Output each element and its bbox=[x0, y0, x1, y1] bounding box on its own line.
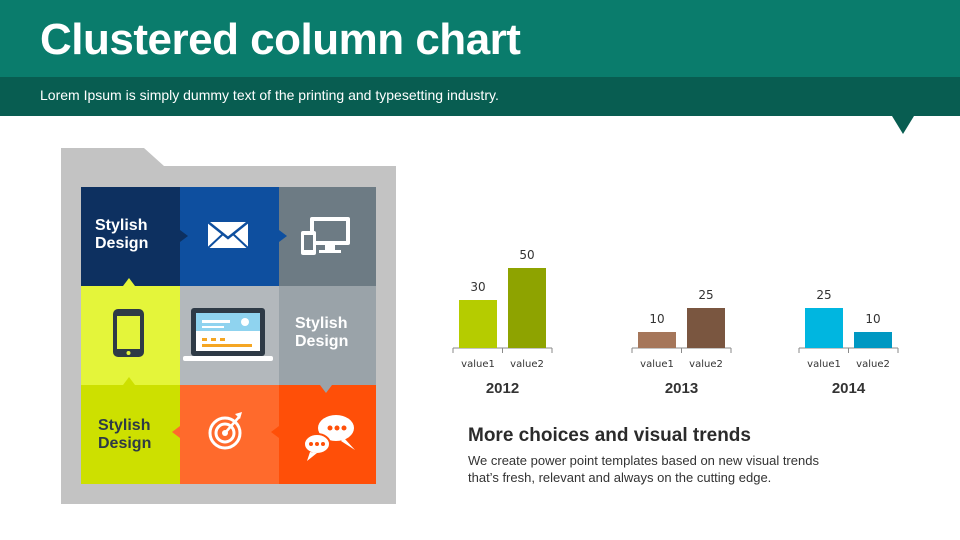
category-label: value2 bbox=[856, 359, 890, 370]
tile-label-stylish-design-3: Stylish Design bbox=[98, 417, 152, 452]
arrow-left-1 bbox=[172, 426, 180, 438]
tile-label-stylish-design-2: Stylish Design bbox=[295, 315, 349, 350]
chart-title: 2014 bbox=[832, 380, 866, 397]
page-subtitle: Lorem Ipsum is simply dummy text of the … bbox=[40, 87, 499, 103]
data-label: 10 bbox=[649, 312, 664, 326]
chart-title: 2012 bbox=[486, 380, 519, 397]
tile-stylish-design-3 bbox=[81, 385, 180, 484]
bar-2014-value2 bbox=[854, 332, 892, 348]
chat-bubbles-icon bbox=[303, 415, 355, 461]
bar-2012-value2 bbox=[508, 268, 546, 348]
category-label: value1 bbox=[461, 359, 495, 370]
header-bar bbox=[0, 0, 960, 77]
tile-stylish-design-1 bbox=[81, 187, 180, 286]
category-label: value2 bbox=[510, 359, 544, 370]
data-label: 10 bbox=[865, 312, 880, 326]
devices-icon bbox=[301, 217, 350, 255]
category-label: value2 bbox=[689, 359, 723, 370]
arrow-up-1 bbox=[123, 278, 135, 286]
envelope-icon bbox=[207, 221, 249, 249]
subtitle-bar bbox=[0, 77, 960, 116]
smartphone-icon bbox=[113, 309, 144, 357]
subtitle-bar-notch bbox=[892, 116, 914, 134]
bar-2013-value2 bbox=[687, 308, 725, 348]
section-body-text: We create power point templates based on… bbox=[468, 453, 819, 485]
tile-stylish-design-2 bbox=[279, 286, 376, 385]
arrow-up-2 bbox=[123, 377, 135, 385]
target-icon bbox=[208, 411, 242, 450]
data-label: 25 bbox=[816, 288, 831, 302]
tile-label-stylish-design-1: Stylish Design bbox=[95, 217, 149, 252]
data-label: 50 bbox=[519, 248, 534, 262]
section-heading: More choices and visual trends bbox=[468, 425, 751, 446]
arrow-right-1 bbox=[180, 230, 188, 242]
bar-2012-value1 bbox=[459, 300, 497, 348]
data-label: 25 bbox=[698, 288, 713, 302]
bar-2014-value1 bbox=[805, 308, 843, 348]
chart-title: 2013 bbox=[665, 380, 698, 397]
page-title: Clustered column chart bbox=[40, 15, 521, 64]
tile-panel-graphic bbox=[61, 148, 396, 504]
category-label: value1 bbox=[640, 359, 674, 370]
feature-tile-panel: Stylish Design Stylish Design Stylish Desig… bbox=[61, 148, 401, 513]
arrow-down-1 bbox=[320, 385, 332, 393]
tile-target bbox=[180, 385, 279, 484]
category-label: value1 bbox=[807, 359, 841, 370]
data-label: 30 bbox=[470, 280, 485, 294]
clustered-column-charts: 30 value1 50 value2 2012 10 value1 25 value2 2013… bbox=[452, 248, 899, 397]
bar-2013-value1 bbox=[638, 332, 676, 348]
arrow-left-2 bbox=[271, 426, 279, 438]
laptop-icon bbox=[183, 308, 273, 361]
arrow-right-2 bbox=[279, 230, 287, 242]
